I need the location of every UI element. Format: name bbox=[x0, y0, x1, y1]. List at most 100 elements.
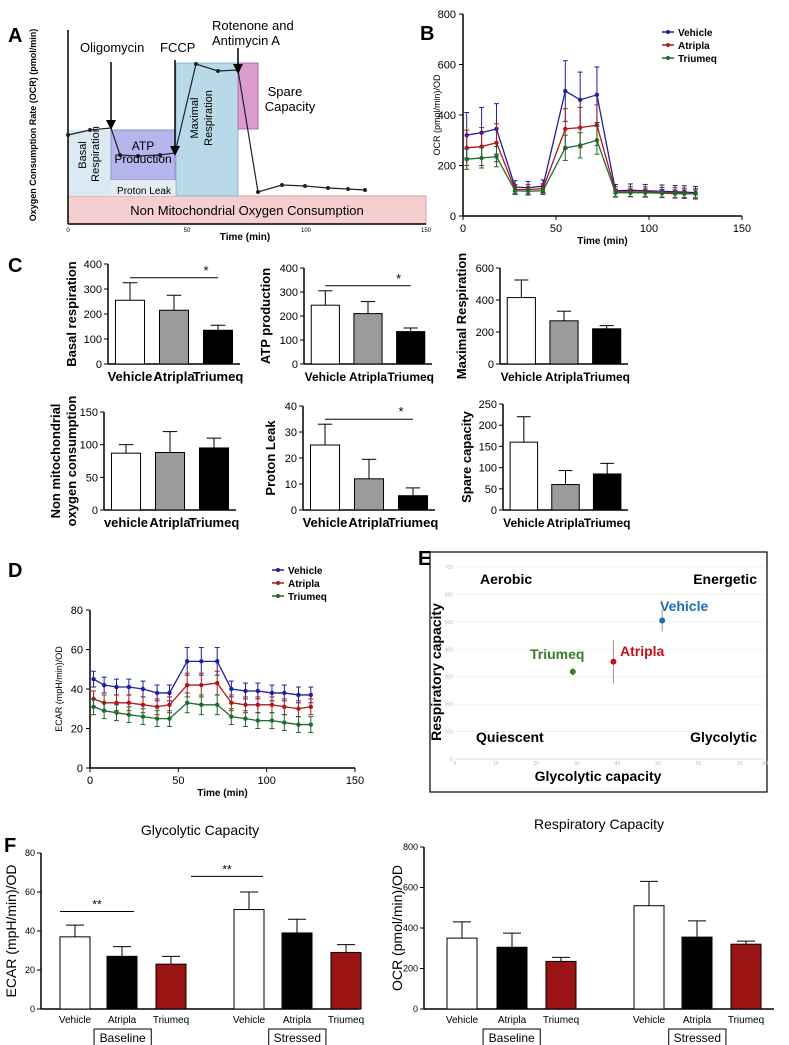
y-tick-label: 0 bbox=[491, 505, 497, 517]
group-box bbox=[93, 1028, 152, 1045]
rotenone-label-1: Rotenone and bbox=[212, 18, 294, 33]
data-point-triumeq bbox=[672, 191, 678, 196]
y-tick-label: 200 bbox=[403, 964, 418, 974]
group-box bbox=[482, 1028, 541, 1045]
data-point-vehicle bbox=[199, 659, 204, 664]
data-point-vehicle bbox=[126, 684, 132, 690]
data-point-atripla bbox=[140, 702, 146, 707]
basal-region bbox=[68, 130, 111, 196]
legend-marker bbox=[666, 56, 670, 60]
proton-leak-region bbox=[111, 180, 175, 196]
legend-label: Triumeq bbox=[678, 54, 717, 65]
x-tick-label: 100 bbox=[640, 223, 658, 235]
data-point-vehicle bbox=[154, 690, 160, 696]
x-category-label: Vehicle bbox=[233, 1015, 266, 1026]
bar-vehicle bbox=[509, 441, 539, 511]
x-tick-label: 80 bbox=[762, 761, 768, 767]
bar-vehicle bbox=[506, 297, 536, 365]
data-point-triumeq bbox=[479, 155, 484, 161]
y-axis-label: OCR (pmol/min)/OD bbox=[389, 865, 405, 991]
data-point-triumeq bbox=[464, 156, 469, 162]
y-tick-label: 100 bbox=[479, 463, 497, 475]
y-tick-label: 60 bbox=[25, 887, 35, 897]
y-axis-label: Maximal Respiration bbox=[454, 253, 469, 379]
x-tick-label: 100 bbox=[257, 775, 275, 787]
x-category-label: vehicle bbox=[104, 515, 148, 530]
bar-vehicle bbox=[446, 937, 478, 1010]
y-tick-label: 300 bbox=[280, 287, 298, 299]
spare-capacity-region bbox=[237, 62, 259, 130]
group-box bbox=[268, 1028, 327, 1045]
series-line-atripla bbox=[466, 124, 696, 195]
x-category-label: Triumeq bbox=[387, 370, 434, 384]
data-point-atripla bbox=[229, 700, 234, 706]
bar-atripla bbox=[158, 309, 190, 365]
non-mito-label: Non Mitochondrial Oxygen Consumption bbox=[130, 203, 363, 218]
scatter-label-triumeq: Triumeq bbox=[530, 646, 584, 662]
y-tick-label: 20 bbox=[71, 724, 83, 736]
data-point-triumeq bbox=[184, 700, 190, 706]
quadrant-glycolytic: Glycolytic bbox=[690, 729, 757, 745]
y-tick-label: 400 bbox=[476, 295, 494, 307]
data-point-atripla bbox=[154, 704, 160, 709]
bar-vehicle bbox=[233, 909, 265, 1010]
y-axis-label: oxygen consumption bbox=[64, 396, 79, 527]
significance-star: ** bbox=[222, 862, 232, 876]
bar-triumeq bbox=[545, 960, 577, 1010]
panel-letter-c: C bbox=[8, 255, 22, 277]
data-point-vehicle bbox=[296, 692, 301, 698]
data-point-triumeq bbox=[512, 188, 518, 193]
quadrant-energetic: Energetic bbox=[693, 571, 757, 587]
x-tick-label: 70 bbox=[737, 761, 743, 767]
x-tick-label: 150 bbox=[346, 775, 364, 787]
y-tick-label: 200 bbox=[476, 327, 494, 339]
x-category-label: Atripla bbox=[348, 515, 390, 530]
y-axis-label: ATP production bbox=[258, 268, 273, 364]
maximal-label-2: Respiration bbox=[203, 90, 215, 146]
panel-a-xtick: 50 bbox=[184, 228, 191, 234]
y-tick-label: 600 bbox=[445, 592, 454, 598]
series-line-vehicle bbox=[466, 90, 696, 194]
x-category-label: Atripla bbox=[108, 1015, 137, 1026]
y-axis-label: Spare capacity bbox=[459, 410, 474, 503]
x-tick-label: 40 bbox=[615, 761, 621, 767]
bar-atripla bbox=[551, 484, 580, 511]
data-point-vehicle bbox=[308, 692, 314, 698]
scatter-point-vehicle bbox=[659, 617, 666, 624]
data-point-atripla bbox=[114, 700, 119, 706]
scatter-label-vehicle: Vehicle bbox=[660, 598, 708, 614]
data-point-atripla bbox=[282, 704, 287, 709]
bar-vehicle bbox=[59, 936, 91, 1010]
legend-label: Vehicle bbox=[288, 566, 323, 577]
legend-label: Atripla bbox=[288, 579, 320, 590]
panel-a-schematic: Oligomycin FCCP Rotenone and Antimycin A… bbox=[28, 18, 432, 243]
bar-atripla bbox=[549, 320, 579, 365]
chart-title: Respiratory Capacity bbox=[534, 816, 664, 832]
data-point-triumeq bbox=[269, 718, 275, 723]
data-point-atripla bbox=[269, 702, 275, 707]
bar-triumeq bbox=[592, 473, 622, 511]
panel-letter-e: E bbox=[418, 548, 431, 570]
data-point-vehicle bbox=[91, 676, 96, 682]
y-tick-label: 400 bbox=[403, 923, 418, 933]
x-tick-label: 50 bbox=[655, 761, 661, 767]
maximal-region bbox=[175, 62, 239, 197]
legend-marker bbox=[276, 568, 280, 572]
x-tick-label: 60 bbox=[696, 761, 702, 767]
y-tick-label: 600 bbox=[403, 883, 418, 893]
x-category-label: Vehicle bbox=[303, 515, 348, 530]
bar-triumeq bbox=[202, 329, 234, 365]
legend-marker bbox=[666, 43, 670, 47]
y-tick-label: 20 bbox=[285, 453, 297, 465]
y-tick-label: 0 bbox=[488, 359, 494, 371]
spare-label-2: Capacity bbox=[265, 99, 316, 114]
y-tick-label: 50 bbox=[86, 472, 98, 484]
y-axis-label: OCR (pmol/min)/OD bbox=[432, 74, 442, 156]
y-tick-label: 200 bbox=[438, 161, 456, 173]
bar-atripla bbox=[353, 478, 385, 511]
y-axis-label: Non mitochondrial bbox=[48, 404, 63, 519]
y-tick-label: 250 bbox=[479, 399, 497, 411]
ocr-trace bbox=[67, 63, 366, 193]
panel-letter-d: D bbox=[8, 560, 22, 582]
